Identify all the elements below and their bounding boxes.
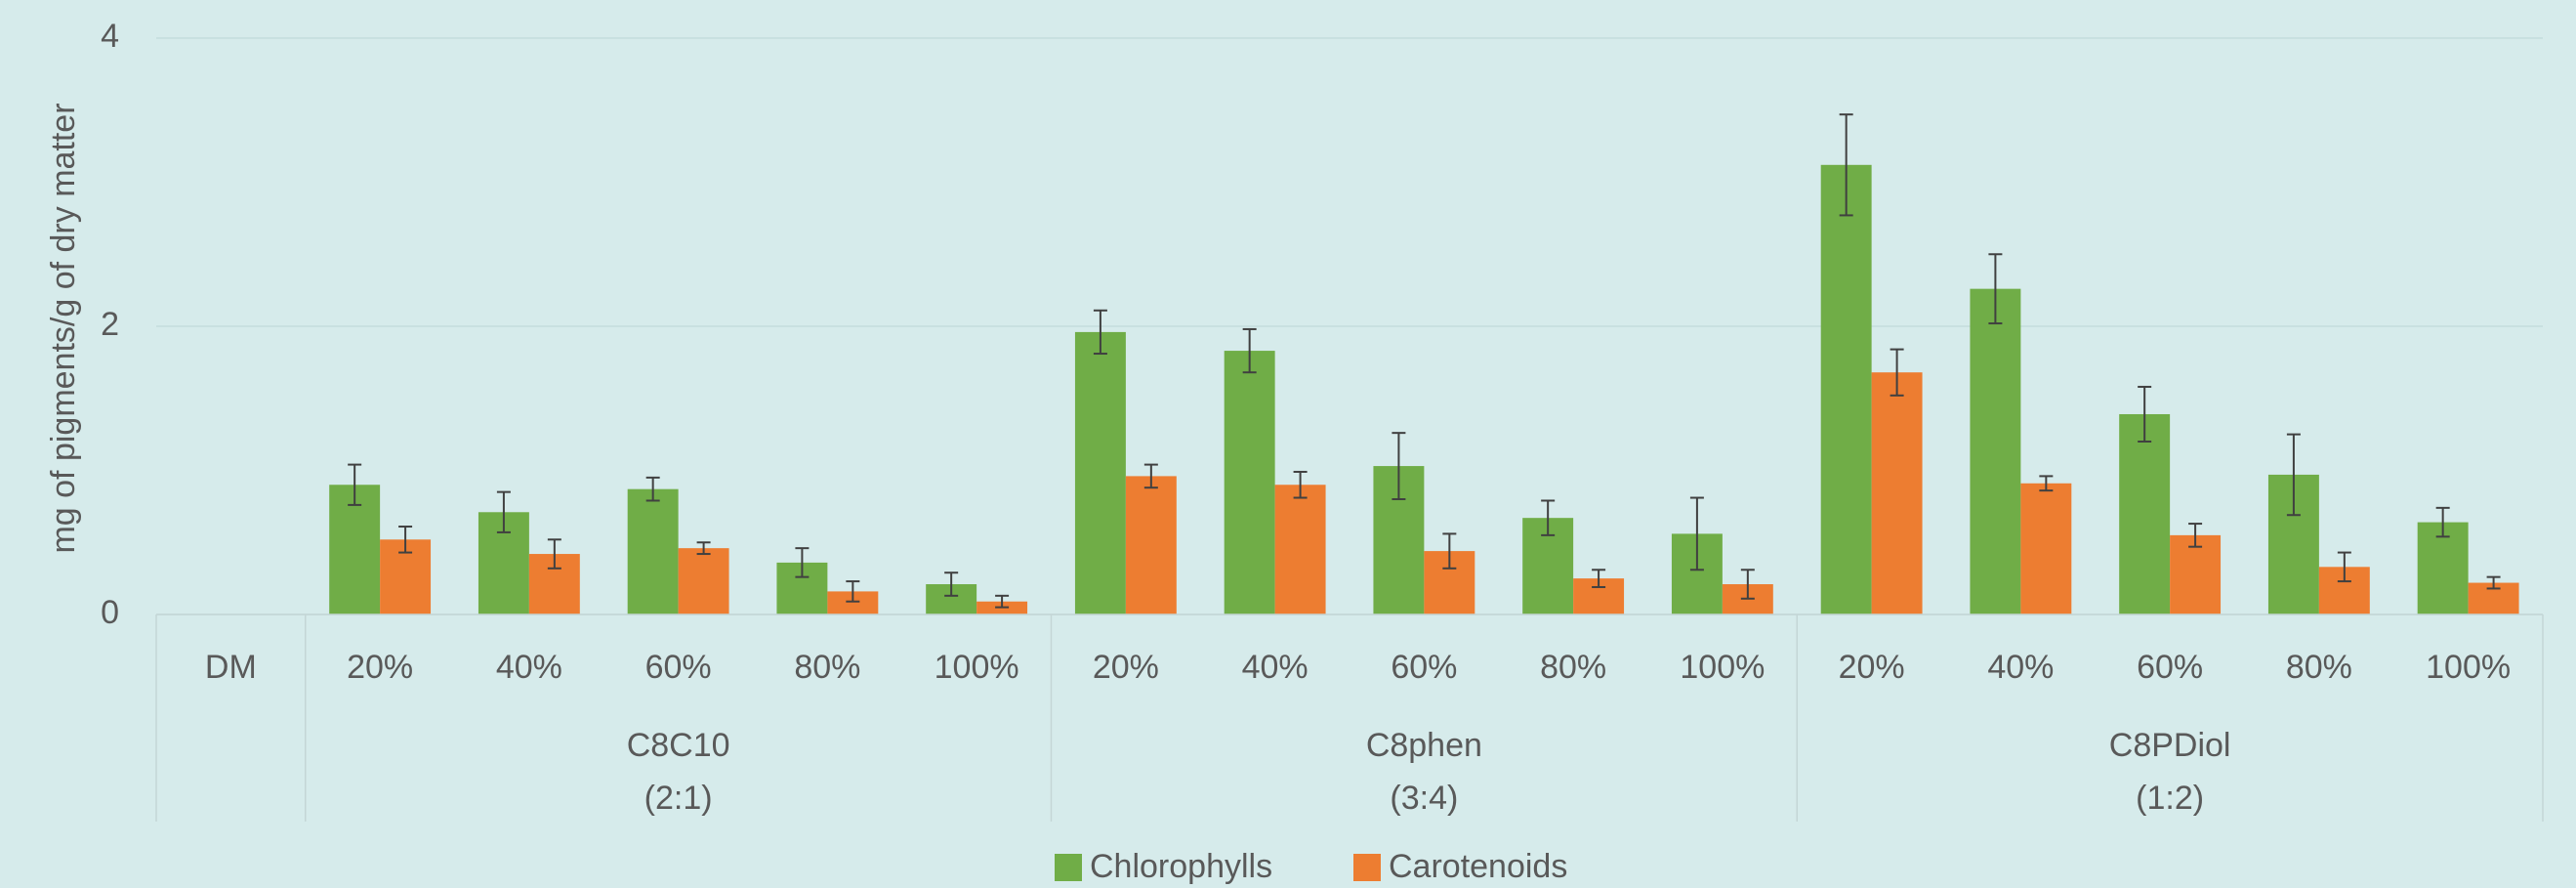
x-tick-label: 60% <box>645 649 712 686</box>
legend-label: Chlorophylls <box>1090 848 1272 885</box>
bar <box>827 591 879 614</box>
bar <box>2119 413 2171 614</box>
x-tick-label: 20% <box>347 649 413 686</box>
bar <box>1820 164 1872 615</box>
group-label: (1:2) <box>2136 780 2204 817</box>
bar <box>1074 331 1126 614</box>
x-tick-label: 80% <box>2286 649 2352 686</box>
bar <box>627 488 679 614</box>
y-tick-label: 2 <box>101 306 119 343</box>
x-tick-label: 20% <box>1839 649 1905 686</box>
bar <box>1871 372 1923 614</box>
x-tick-label: 40% <box>496 649 562 686</box>
bar <box>1274 485 1326 614</box>
x-tick-label: 80% <box>794 649 860 686</box>
x-tick-label: 100% <box>2426 649 2511 686</box>
legend-swatch <box>1353 854 1381 881</box>
bar <box>1125 476 1177 614</box>
group-label: (2:1) <box>644 780 713 817</box>
x-tick-label: 20% <box>1093 649 1159 686</box>
x-tick-label: 40% <box>1987 649 2054 686</box>
group-label: (3:4) <box>1390 780 1458 817</box>
bar <box>1224 351 1275 614</box>
y-tick-label: 0 <box>101 594 119 631</box>
legend-label: Carotenoids <box>1389 848 1567 885</box>
bar <box>329 485 381 614</box>
group-label: C8phen <box>1366 727 1482 764</box>
x-tick-label: DM <box>205 649 257 686</box>
bar <box>2020 483 2072 614</box>
y-axis-label: mg of pigments/g of dry matter <box>45 103 82 553</box>
y-tick-label: 4 <box>101 18 119 55</box>
x-tick-label: 60% <box>2137 649 2203 686</box>
legend-swatch <box>1055 854 1082 881</box>
group-label: C8PDiol <box>2109 727 2231 764</box>
bar <box>1970 288 2021 614</box>
bar <box>2170 534 2222 614</box>
x-tick-label: 60% <box>1391 649 1457 686</box>
x-tick-label: 100% <box>1680 649 1765 686</box>
x-tick-label: 80% <box>1540 649 1606 686</box>
bar <box>678 548 729 614</box>
x-tick-label: 40% <box>1242 649 1309 686</box>
x-tick-label: 100% <box>935 649 1019 686</box>
group-label: C8C10 <box>627 727 730 764</box>
